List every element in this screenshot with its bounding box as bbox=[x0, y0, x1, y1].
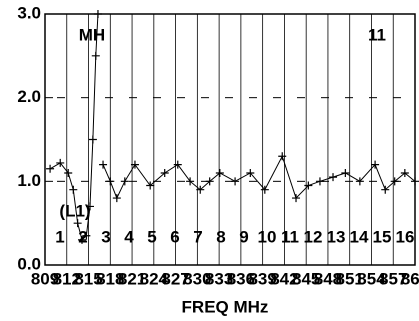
data-marker bbox=[112, 194, 121, 203]
x-tick-label: 818 bbox=[96, 269, 124, 288]
channel-label: 1 bbox=[55, 227, 64, 246]
data-marker bbox=[93, 10, 102, 18]
data-marker bbox=[400, 168, 409, 177]
annotation: MH bbox=[79, 25, 105, 44]
x-tick-label: 845 bbox=[292, 269, 320, 288]
y-tick-label: 0.0 bbox=[17, 254, 41, 273]
x-tick-label: 842 bbox=[270, 269, 298, 288]
channel-label: 7 bbox=[193, 227, 202, 246]
x-tick-label: 851 bbox=[336, 269, 364, 288]
channel-label: 8 bbox=[216, 227, 225, 246]
channel-label: 11 bbox=[281, 227, 299, 246]
y-tick-label: 2.0 bbox=[17, 87, 41, 106]
x-tick-label: 815 bbox=[74, 269, 102, 288]
data-marker bbox=[46, 164, 55, 173]
x-tick-label: 824 bbox=[140, 269, 169, 288]
data-marker bbox=[371, 160, 380, 169]
channel-label: 14 bbox=[350, 227, 369, 246]
x-tick-label: 812 bbox=[53, 269, 81, 288]
data-marker bbox=[355, 177, 364, 186]
annotation: 11 bbox=[368, 25, 386, 44]
channel-label: 6 bbox=[170, 227, 179, 246]
data-marker bbox=[99, 160, 108, 169]
data-marker bbox=[381, 185, 390, 194]
channel-label: 12 bbox=[304, 227, 323, 246]
channel-label: 3 bbox=[101, 227, 110, 246]
x-tick-label: 827 bbox=[161, 269, 189, 288]
channel-label: 10 bbox=[258, 227, 277, 246]
data-line bbox=[49, 13, 416, 241]
channel-label: 15 bbox=[373, 227, 392, 246]
data-marker bbox=[246, 168, 255, 177]
x-tick-label: 860 bbox=[401, 269, 419, 288]
data-marker bbox=[304, 181, 313, 190]
y-tick-label: 1.0 bbox=[17, 171, 41, 190]
x-tick-label: 839 bbox=[248, 269, 276, 288]
data-marker bbox=[315, 177, 324, 186]
data-marker bbox=[73, 219, 82, 228]
data-marker bbox=[69, 185, 78, 194]
x-axis-label: FREQ MHz bbox=[182, 297, 269, 316]
data-marker bbox=[160, 168, 169, 177]
channel-label: 4 bbox=[124, 227, 134, 246]
data-marker bbox=[260, 185, 269, 194]
x-tick-label: 830 bbox=[183, 269, 211, 288]
data-marker bbox=[205, 177, 214, 186]
data-marker bbox=[196, 185, 205, 194]
data-marker bbox=[91, 51, 100, 60]
x-tick-label: 857 bbox=[379, 269, 407, 288]
channel-label: 9 bbox=[239, 227, 248, 246]
data-marker bbox=[78, 235, 86, 244]
x-tick-label: 836 bbox=[227, 269, 255, 288]
x-tick-label: 848 bbox=[314, 269, 342, 288]
data-marker bbox=[56, 158, 65, 167]
channel-label: 13 bbox=[327, 227, 346, 246]
x-tick-label: 821 bbox=[118, 269, 146, 288]
data-marker bbox=[120, 177, 129, 186]
data-marker bbox=[146, 181, 155, 190]
data-marker bbox=[278, 152, 287, 161]
data-marker bbox=[64, 168, 73, 177]
x-tick-label: 833 bbox=[205, 269, 233, 288]
annotation: (L1) bbox=[59, 201, 90, 220]
channel-label: 2 bbox=[78, 227, 87, 246]
data-marker bbox=[82, 231, 91, 240]
data-marker bbox=[231, 177, 240, 186]
y-tick-label: 3.0 bbox=[17, 3, 41, 22]
data-marker bbox=[411, 177, 419, 186]
data-marker bbox=[341, 168, 350, 177]
data-marker bbox=[186, 177, 195, 186]
channel-label: 5 bbox=[147, 227, 156, 246]
x-tick-label: 854 bbox=[357, 269, 386, 288]
data-marker bbox=[106, 177, 115, 186]
data-marker bbox=[88, 135, 97, 144]
data-marker bbox=[390, 177, 399, 186]
data-marker bbox=[215, 168, 224, 177]
data-marker bbox=[329, 173, 338, 182]
data-marker bbox=[292, 194, 301, 203]
data-marker bbox=[85, 202, 94, 211]
channel-label: 16 bbox=[396, 227, 415, 246]
data-marker bbox=[173, 160, 182, 169]
data-marker bbox=[130, 160, 139, 169]
x-tick-label: 809 bbox=[31, 269, 59, 288]
